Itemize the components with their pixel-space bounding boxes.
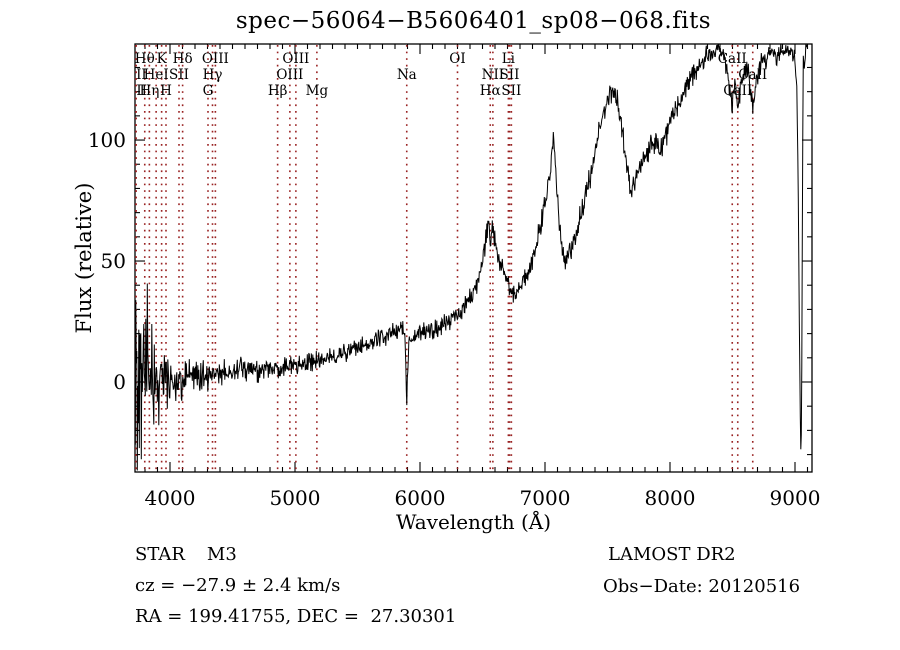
y-tick-label: 50 xyxy=(101,249,126,273)
spectral-line-label: OII xyxy=(125,67,147,83)
annotation-target-class: STAR M3 xyxy=(135,544,237,565)
subclass-value: M3 xyxy=(206,544,237,565)
spectral-line-labels: OIIOIIHθHηHeIKHSIIHδGHγOIIIHβOIIIOIIIMgN… xyxy=(125,51,767,99)
spectral-line-markers xyxy=(135,45,754,471)
spectrum-trace xyxy=(135,44,808,471)
spectral-line-label: SII xyxy=(169,67,189,83)
spectral-line-label: Hα xyxy=(480,83,501,99)
spectral-line-label: OIII xyxy=(276,67,303,83)
y-tick-label: 0 xyxy=(113,370,126,394)
plot-frame xyxy=(134,43,813,473)
x-tick-label: 7000 xyxy=(520,486,571,510)
x-tick-label: 9000 xyxy=(770,486,821,510)
y-tick-labels: 0 50 100 xyxy=(88,128,126,394)
annotation-ra-dec: RA = 199.41755, DEC = 27.30301 xyxy=(135,606,457,627)
annotation-survey: LAMOST DR2 xyxy=(608,544,736,565)
spectral-line-label: G xyxy=(203,83,214,99)
x-tick-label: 8000 xyxy=(645,486,696,510)
spectral-line-label: HeI xyxy=(144,67,169,83)
spectral-line-label: Li xyxy=(502,51,516,67)
x-tick-label: 5000 xyxy=(270,486,321,510)
spectral-line-label: OIII xyxy=(202,51,229,67)
spectral-line-label: H xyxy=(160,83,172,99)
x-tick-label: 4000 xyxy=(145,486,196,510)
spectral-line-label: K xyxy=(157,51,168,67)
spectral-line-label: CaII xyxy=(723,83,752,99)
spectral-line-label: OIII xyxy=(282,51,309,67)
spectral-line-label: SII xyxy=(500,67,520,83)
annotation-obs-date: Obs−Date: 20120516 xyxy=(603,576,801,597)
spectral-line-label: OI xyxy=(449,51,465,67)
spectral-line-label: SII xyxy=(501,83,521,99)
axis-ticks xyxy=(135,44,812,472)
plot-title: spec−56064−B5606401_sp08−068.fits xyxy=(235,8,712,34)
y-tick-label: 100 xyxy=(88,128,126,152)
spectral-line-label: Mg xyxy=(306,83,329,99)
spectral-line-label: Na xyxy=(397,67,417,83)
spectral-line-label: Hδ xyxy=(173,51,193,67)
spectral-line-label: NII xyxy=(482,67,504,83)
annotation-cz: cz = −27.9 ± 2.4 km/s xyxy=(135,575,341,596)
spectral-line-label: Hη xyxy=(139,83,159,99)
target-class-value: STAR xyxy=(135,544,185,565)
spectral-line-label: OII xyxy=(125,83,147,99)
x-axis-label: Wavelength (Å) xyxy=(395,510,552,534)
x-tick-labels: 4000 5000 6000 7000 8000 9000 xyxy=(145,486,821,510)
y-axis-label: Flux (relative) xyxy=(72,182,96,334)
x-tick-label: 6000 xyxy=(395,486,446,510)
spectral-line-label: Hθ xyxy=(135,51,155,67)
spectral-line-label: Hβ xyxy=(268,83,288,99)
spectral-line-label: Hγ xyxy=(203,67,223,83)
